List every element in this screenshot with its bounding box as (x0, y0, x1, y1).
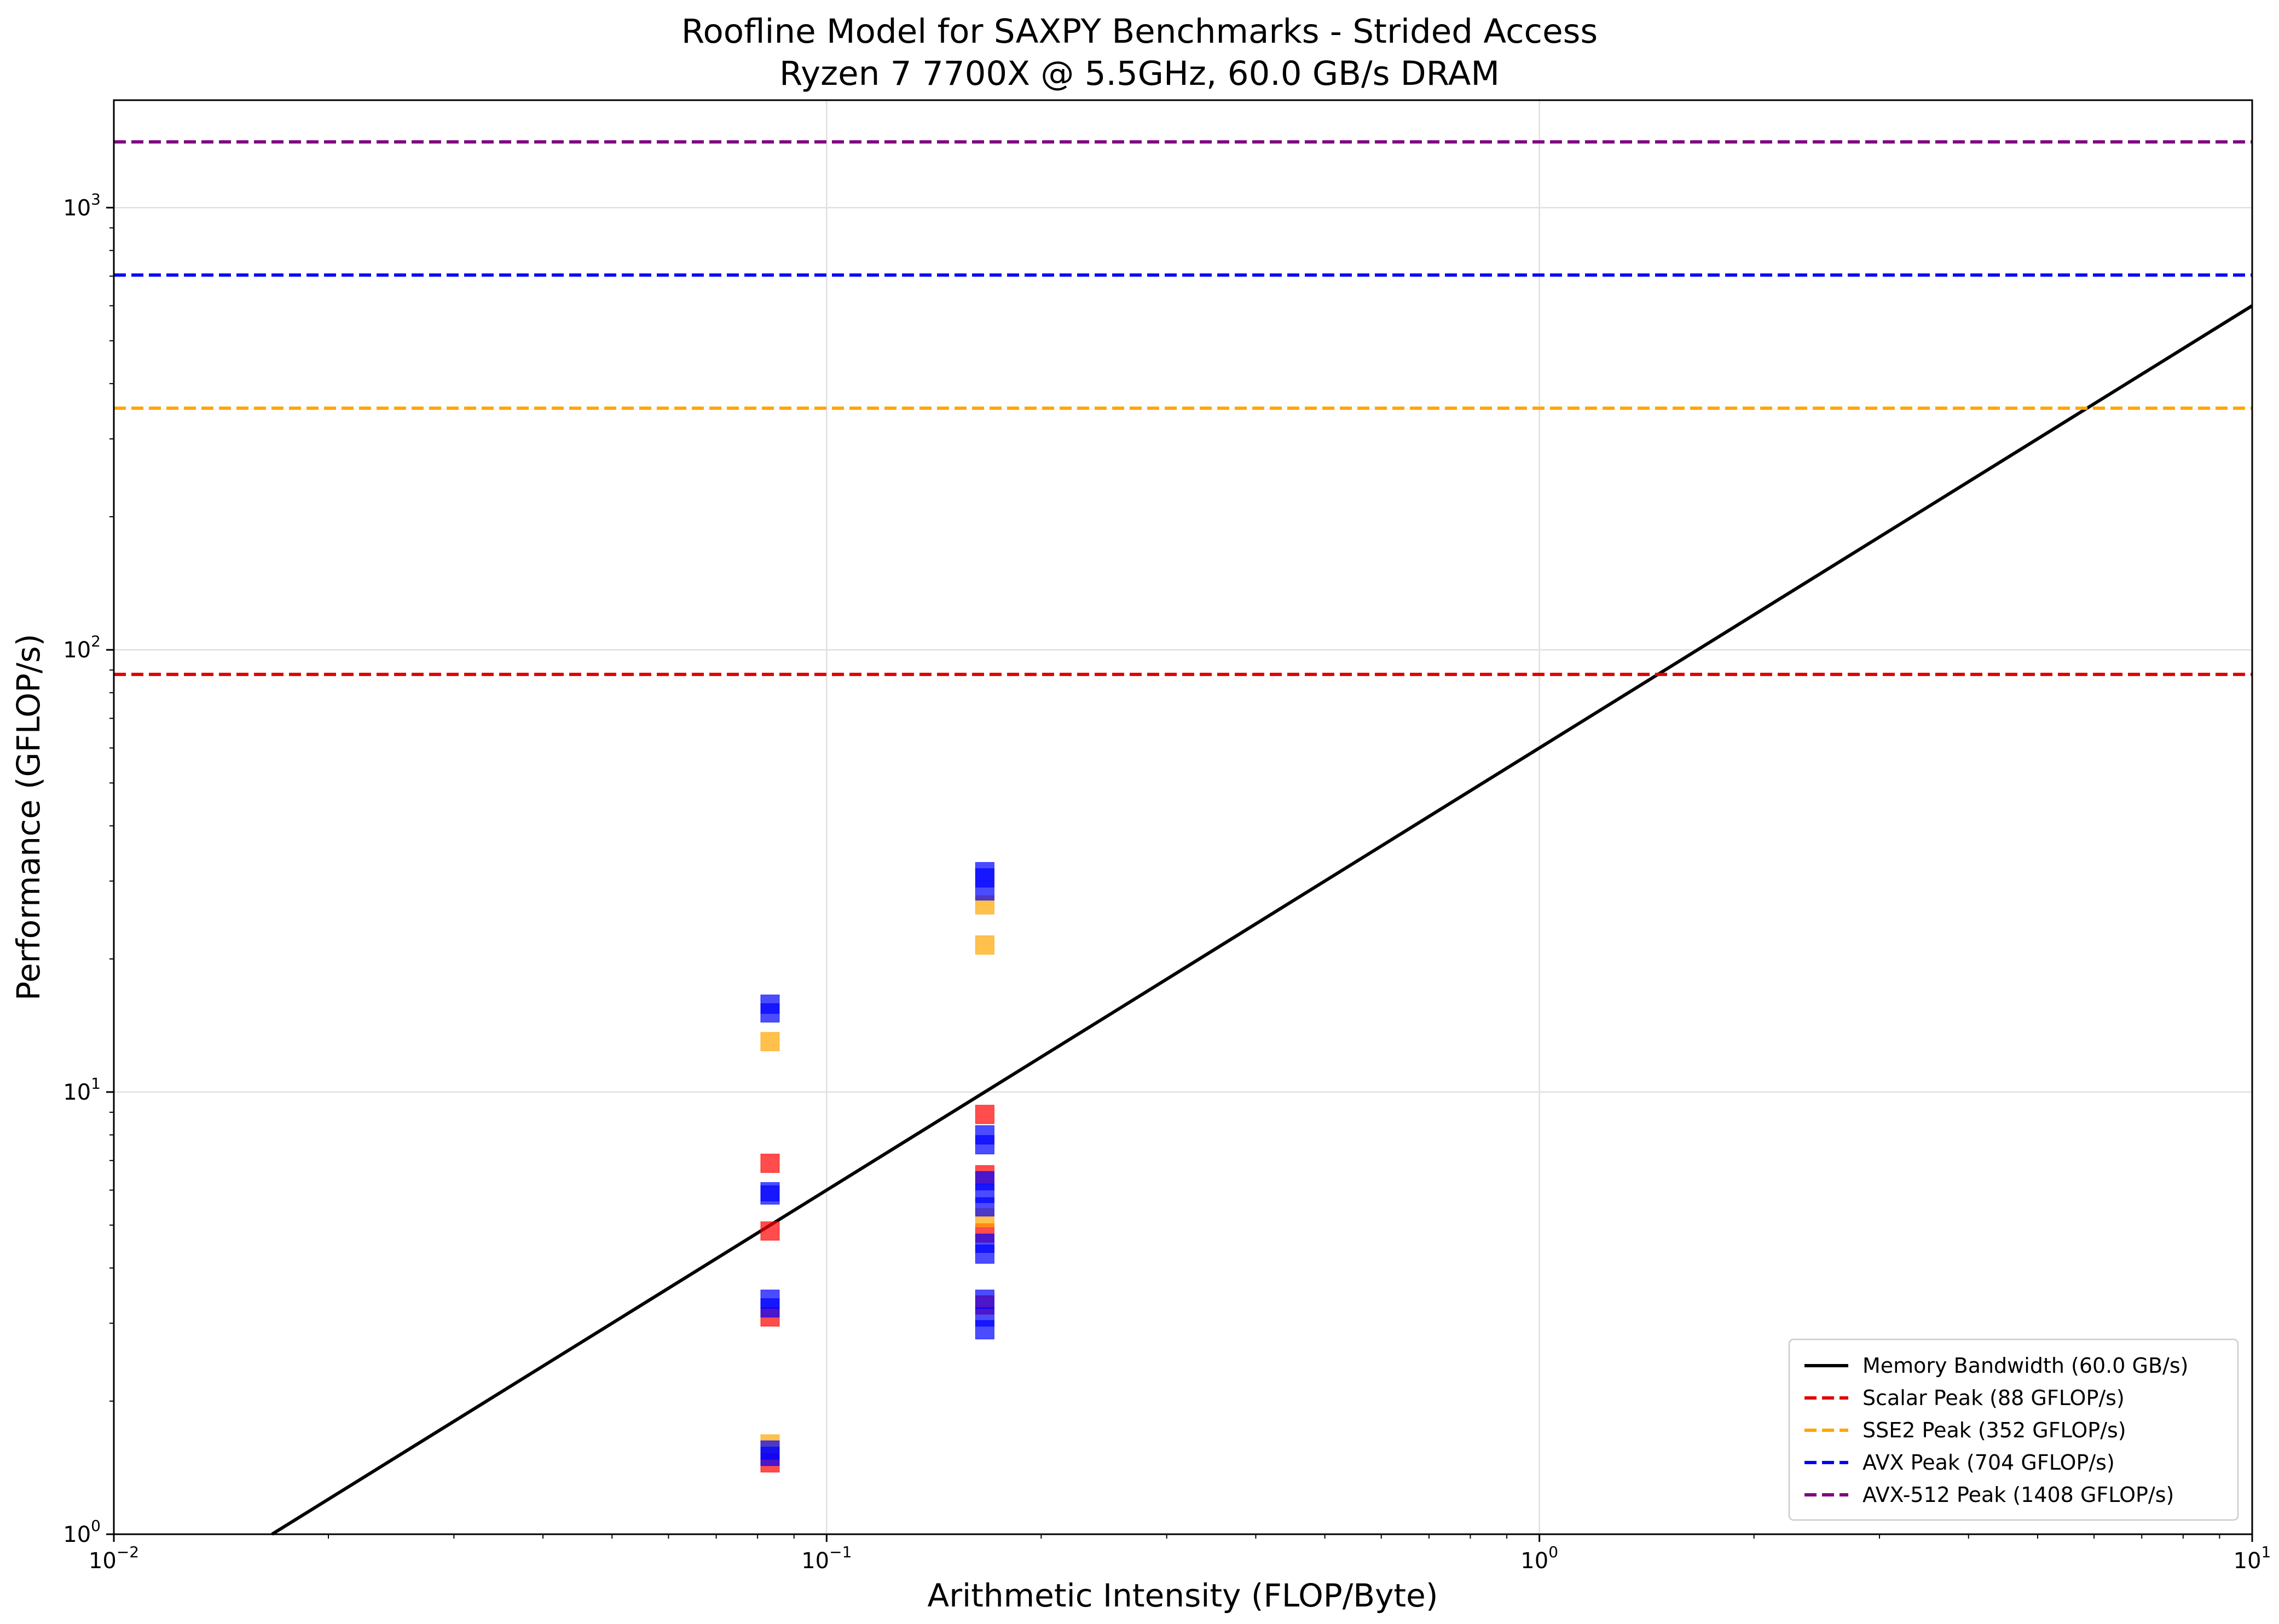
memory-bandwidth-line (271, 304, 2253, 1536)
y-tick-exponent: 1 (91, 1074, 101, 1093)
legend-box (1788, 1338, 2239, 1521)
x-tick-base: 10 (89, 1548, 117, 1574)
legend-entry-label: Memory Bandwidth (60.0 GB/s) (1862, 1354, 2188, 1378)
data-point (975, 1233, 994, 1253)
x-tick-label: 10−1 (801, 1543, 852, 1574)
data-point (760, 1290, 780, 1309)
x-tick-label: 101 (2234, 1543, 2271, 1574)
chart-title: Roofline Model for SAXPY Benchmarks - St… (681, 12, 1598, 51)
data-point (760, 1221, 780, 1241)
x-tick-label: 100 (1520, 1543, 1558, 1574)
data-point (975, 1125, 994, 1145)
data-point (760, 1182, 780, 1201)
x-tick-exponent: −2 (117, 1543, 139, 1561)
chart-subtitle: Ryzen 7 7700X @ 5.5GHz, 60.0 GB/s DRAM (779, 54, 1500, 93)
x-tick-base: 10 (801, 1548, 829, 1574)
y-tick-exponent: 0 (91, 1517, 101, 1535)
legend-entry-label: AVX-512 Peak (1408 GFLOP/s) (1862, 1483, 2174, 1507)
data-point (975, 935, 994, 955)
legend-entry-label: Scalar Peak (88 GFLOP/s) (1862, 1386, 2125, 1410)
y-tick-label: 100 (63, 1517, 101, 1547)
y-tick-base: 10 (63, 1522, 91, 1547)
y-tick-exponent: 3 (91, 190, 101, 208)
legend-entry-label: SSE2 Peak (352 GFLOP/s) (1862, 1418, 2126, 1442)
x-axis-label: Arithmetic Intensity (FLOP/Byte) (928, 1577, 1438, 1614)
data-point (760, 1153, 780, 1173)
x-tick-exponent: −1 (829, 1543, 852, 1561)
plot-frame (113, 99, 2253, 1535)
x-tick-base: 10 (2234, 1548, 2261, 1574)
x-tick-exponent: 1 (2261, 1543, 2271, 1561)
legend: Memory Bandwidth (60.0 GB/s) Scalar Peak … (1788, 1338, 2239, 1521)
benchmark-points (760, 862, 994, 1473)
legend-entry-label: AVX Peak (704 GFLOP/s) (1862, 1450, 2115, 1475)
y-tick-base: 10 (63, 638, 91, 663)
data-point (975, 1105, 994, 1124)
y-tick-exponent: 2 (91, 632, 101, 650)
x-tick-exponent: 0 (1548, 1543, 1558, 1561)
data-point (975, 1307, 994, 1327)
y-tick-base: 10 (63, 195, 91, 221)
y-tick-label: 101 (63, 1074, 101, 1105)
x-tick-base: 10 (1520, 1548, 1548, 1574)
data-point (975, 1171, 994, 1190)
data-point (760, 1440, 780, 1460)
data-point (975, 1290, 994, 1309)
data-point (760, 995, 780, 1014)
y-axis-label: Performance (GFLOP/s) (10, 634, 47, 1001)
roofline-lines (114, 140, 2253, 1536)
x-tick-label: 10−2 (89, 1543, 139, 1574)
y-tick-label: 103 (63, 190, 101, 221)
data-point (975, 862, 994, 882)
data-point (760, 1032, 780, 1051)
y-tick-base: 10 (63, 1080, 91, 1105)
y-tick-label: 102 (63, 632, 101, 663)
